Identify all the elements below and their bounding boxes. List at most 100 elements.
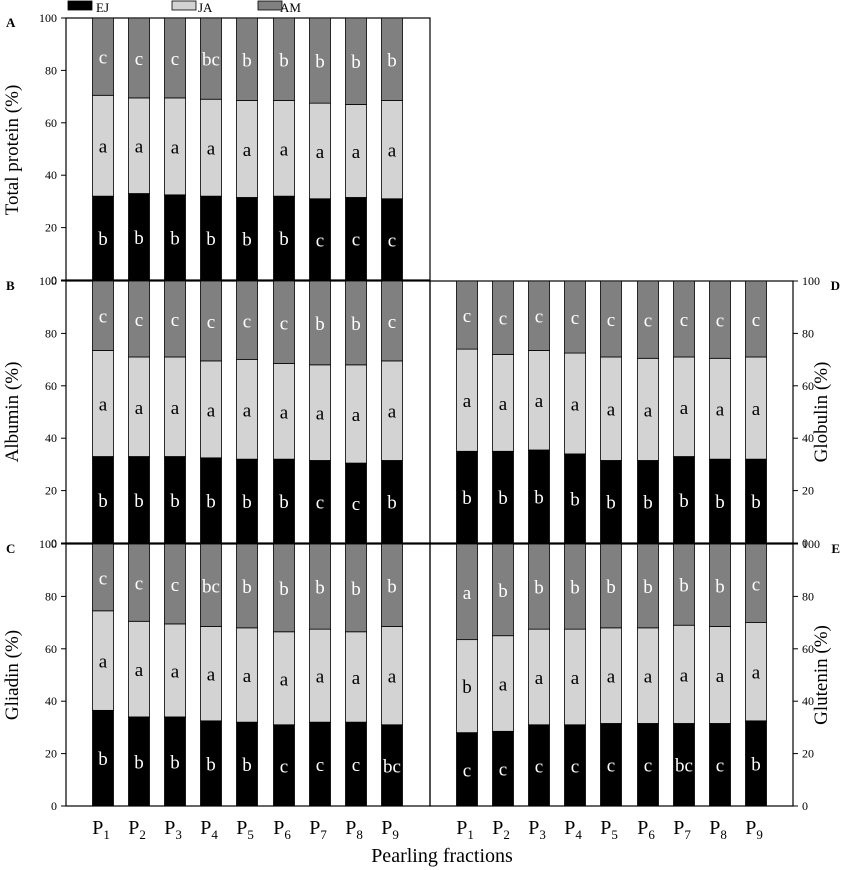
sig-letter-a-ja-p2: a xyxy=(135,137,144,158)
sig-letter-e-am-p5: b xyxy=(606,577,616,598)
sig-letter-b-am-p5: c xyxy=(243,311,251,332)
sig-letter-c-ja-p2: a xyxy=(135,660,144,681)
sig-letter-d-am-p7: c xyxy=(680,310,688,331)
sig-letter-b-ja-p9: a xyxy=(388,402,397,423)
y-tick-label: 20 xyxy=(802,484,814,498)
sig-letter-e-ja-p6: a xyxy=(644,667,653,688)
sig-letter-a-ja-p5: a xyxy=(243,140,252,161)
bar-c-am-p4 xyxy=(200,543,222,627)
sig-letter-a-ej-p9: c xyxy=(388,230,396,251)
sig-letter-c-am-p3: c xyxy=(171,575,179,596)
sig-letter-b-ej-p3: b xyxy=(170,491,180,512)
panels: bacbacbacbabcbabbabcabcabcab020406080100… xyxy=(2,11,840,842)
sig-letter-b-am-p3: c xyxy=(171,310,179,331)
bar-b-am-p7 xyxy=(309,280,331,366)
sig-letter-b-ja-p4: a xyxy=(207,400,216,421)
sig-letter-a-ej-p8: c xyxy=(352,230,360,251)
y-tick-label: 60 xyxy=(802,642,814,656)
legend-label-am: AM xyxy=(280,0,301,15)
x-tick-label: P9 xyxy=(745,817,763,842)
x-tick-label: P4 xyxy=(564,817,582,842)
sig-letter-e-am-p3: b xyxy=(534,578,544,599)
sig-letter-a-ej-p7: c xyxy=(316,230,324,251)
y-tick-label: 80 xyxy=(45,63,57,77)
sig-letter-a-ja-p7: a xyxy=(316,142,325,163)
sig-letter-d-am-p2: c xyxy=(499,309,507,330)
panel-d: b a c b a c b a c b a c b a c b a c b a c b a c b a c 0 20 40 60 80 100 D… xyxy=(429,274,840,550)
legend-label-ja: JA xyxy=(198,0,213,15)
bar-a-am-p2 xyxy=(128,17,150,99)
sig-letter-d-ja-p3: a xyxy=(535,391,544,412)
sig-letter-b-ja-p3: a xyxy=(171,398,180,419)
sig-letter-b-ja-p5: a xyxy=(243,400,252,421)
sig-letter-c-ej-p5: b xyxy=(242,755,252,776)
bar-b-am-p2 xyxy=(128,280,150,358)
sig-letter-e-am-p1: a xyxy=(463,583,472,604)
sig-letter-e-ja-p7: a xyxy=(680,665,689,686)
sig-letter-d-am-p3: c xyxy=(535,307,543,328)
y-tick-label: 0 xyxy=(51,536,57,550)
sig-letter-a-ej-p4: b xyxy=(206,229,216,250)
panel-a: bacbacbacbabcbabbabcabcabcab020406080100… xyxy=(2,11,431,287)
sig-letter-b-ej-p1: b xyxy=(98,491,108,512)
sig-letter-c-ja-p3: a xyxy=(171,661,180,682)
sig-letter-e-ja-p9: a xyxy=(752,663,761,684)
sig-letter-d-ja-p7: a xyxy=(680,398,689,419)
bar-c-am-p3 xyxy=(164,543,186,625)
sig-letter-c-ja-p4: a xyxy=(207,665,216,686)
panel-letter-c: C xyxy=(6,541,15,556)
x-tick-label: P5 xyxy=(600,817,618,842)
x-tick-label: P6 xyxy=(273,817,291,842)
panel-letter-a: A xyxy=(6,15,16,30)
bar-b-am-p6 xyxy=(273,280,295,364)
sig-letter-d-ej-p1: b xyxy=(462,488,472,509)
sig-letter-c-ja-p8: a xyxy=(352,668,361,689)
sig-letter-a-ja-p8: a xyxy=(352,142,361,163)
x-tick-label: P1 xyxy=(92,817,110,842)
y-tick-label: 40 xyxy=(802,694,814,708)
sig-letter-a-am-p8: b xyxy=(351,52,361,73)
y-tick-label: 100 xyxy=(802,274,820,288)
sig-letter-d-ja-p5: a xyxy=(607,400,616,421)
sig-letter-d-ej-p2: b xyxy=(498,488,508,509)
y-tick-label: 100 xyxy=(39,274,57,288)
sig-letter-c-ej-p9: bc xyxy=(383,756,401,777)
sig-letter-b-am-p8: b xyxy=(351,314,361,335)
sig-letter-b-am-p6: c xyxy=(280,313,288,334)
legend-swatch-am xyxy=(257,0,283,11)
sig-letter-d-ja-p8: a xyxy=(716,400,725,421)
x-tick-label: P4 xyxy=(200,817,218,842)
x-tick-label: P3 xyxy=(528,817,546,842)
sig-letter-b-ej-p9: b xyxy=(387,493,397,514)
y-tick-label: 0 xyxy=(51,273,57,287)
sig-letter-a-ej-p5: b xyxy=(242,230,252,251)
sig-letter-a-ej-p3: b xyxy=(170,228,180,249)
bar-e-am-p2 xyxy=(492,543,514,637)
sig-letter-b-ja-p6: a xyxy=(280,402,289,423)
sig-letter-c-am-p7: b xyxy=(315,578,325,599)
sig-letter-e-ej-p2: c xyxy=(499,760,507,781)
bar-a-am-p7 xyxy=(309,17,331,104)
sig-letter-d-ja-p9: a xyxy=(752,399,761,420)
sig-letter-e-ej-p1: c xyxy=(463,760,471,781)
sig-letter-e-ja-p5: a xyxy=(607,667,616,688)
sig-letter-c-ej-p4: b xyxy=(206,754,216,775)
y-axis-title-b: Albumin (%) xyxy=(2,362,23,463)
bar-d-am-p1 xyxy=(456,280,478,350)
sig-letter-d-ej-p5: b xyxy=(606,493,616,514)
sig-letter-a-ej-p6: b xyxy=(279,229,289,250)
bar-c-am-p6 xyxy=(273,543,295,633)
sig-letter-b-ej-p7: c xyxy=(316,493,324,514)
sig-letter-b-ej-p5: b xyxy=(242,492,252,513)
sig-letter-a-am-p6: b xyxy=(279,50,289,71)
y-tick-label: 80 xyxy=(45,589,57,603)
sig-letter-a-am-p2: c xyxy=(135,49,143,70)
sig-letter-d-am-p8: c xyxy=(716,311,724,332)
sig-letter-e-am-p9: c xyxy=(752,574,760,595)
bar-b-am-p1 xyxy=(92,280,114,351)
sig-letter-c-ja-p7: a xyxy=(316,667,325,688)
sig-letter-d-am-p1: c xyxy=(463,306,471,327)
sig-letter-b-am-p7: b xyxy=(315,314,325,335)
sig-letter-c-ej-p2: b xyxy=(134,752,144,773)
y-axis-title-e: Glutenin (%) xyxy=(811,625,832,725)
